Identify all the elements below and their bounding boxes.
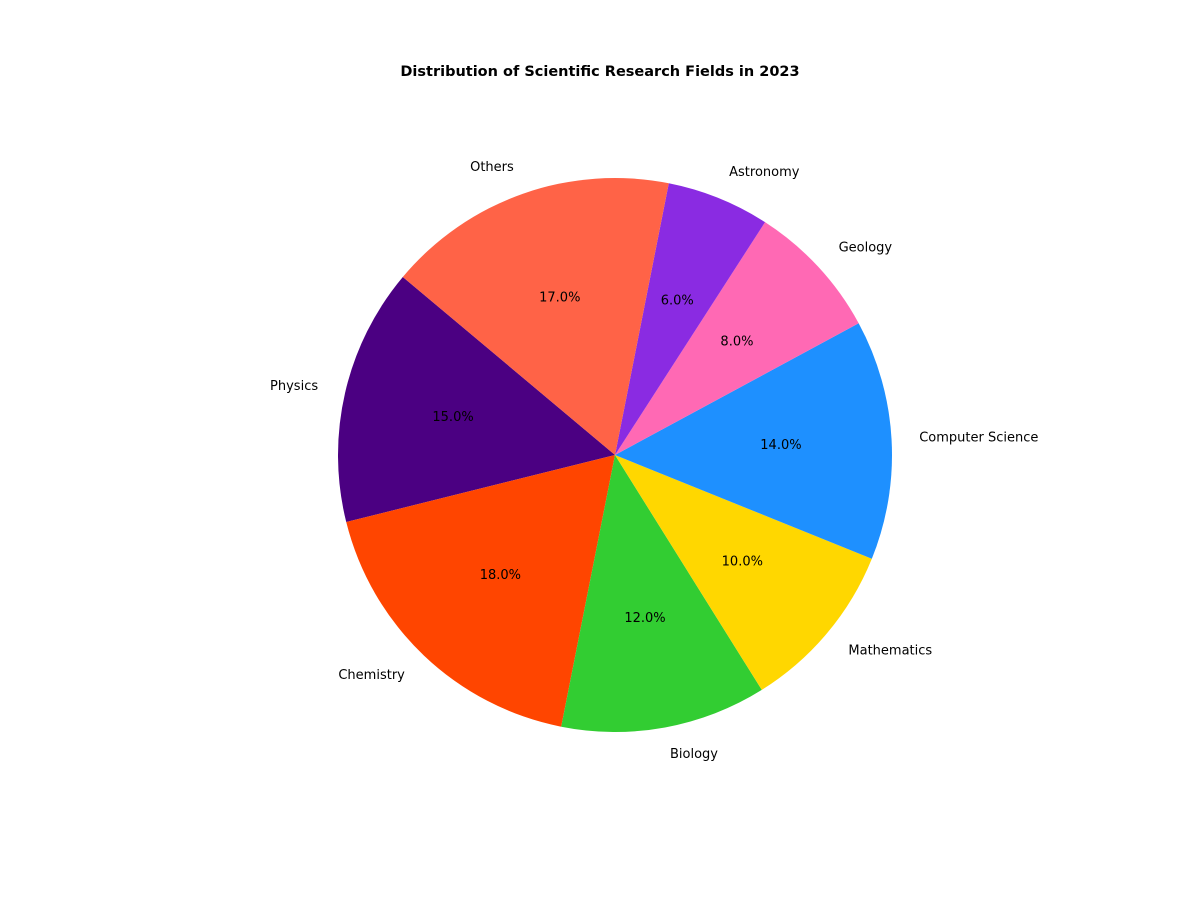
slice-label-mathematics: Mathematics — [848, 643, 932, 658]
pie-slice-physics — [338, 276, 615, 523]
pie-labels: Physics 15.0% Chemistry 18.0% Biology 12.0% Ma… — [270, 160, 1038, 762]
slice-label-chemistry: Chemistry — [338, 668, 405, 683]
slice-label-computer-science: Computer Science — [919, 430, 1038, 445]
pie-slices — [338, 178, 893, 732]
pie-slice-geology — [615, 222, 859, 455]
chart-title: Distribution of Scientific Research Fiel… — [400, 64, 800, 80]
percent-label-astronomy: 6.0% — [661, 293, 694, 308]
percent-label-chemistry: 18.0% — [480, 568, 521, 583]
slice-label-physics: Physics — [270, 379, 318, 394]
pie-slice-biology — [561, 455, 762, 732]
percent-label-others: 17.0% — [539, 291, 580, 306]
percent-label-computer-science: 14.0% — [760, 438, 801, 453]
pie-slice-others — [402, 178, 669, 455]
percent-label-geology: 8.0% — [720, 335, 753, 350]
slice-label-biology: Biology — [670, 747, 718, 762]
slice-label-others: Others — [470, 160, 514, 175]
pie-slice-mathematics — [615, 455, 872, 690]
percent-label-biology: 12.0% — [624, 611, 665, 626]
pie-slice-computer-science — [615, 323, 893, 559]
percent-label-mathematics: 10.0% — [722, 554, 763, 569]
slice-label-geology: Geology — [839, 240, 893, 255]
pie-slice-chemistry — [346, 455, 615, 727]
percent-label-physics: 15.0% — [432, 410, 473, 425]
slice-label-astronomy: Astronomy — [729, 165, 800, 180]
pie-slice-astronomy — [615, 183, 766, 455]
